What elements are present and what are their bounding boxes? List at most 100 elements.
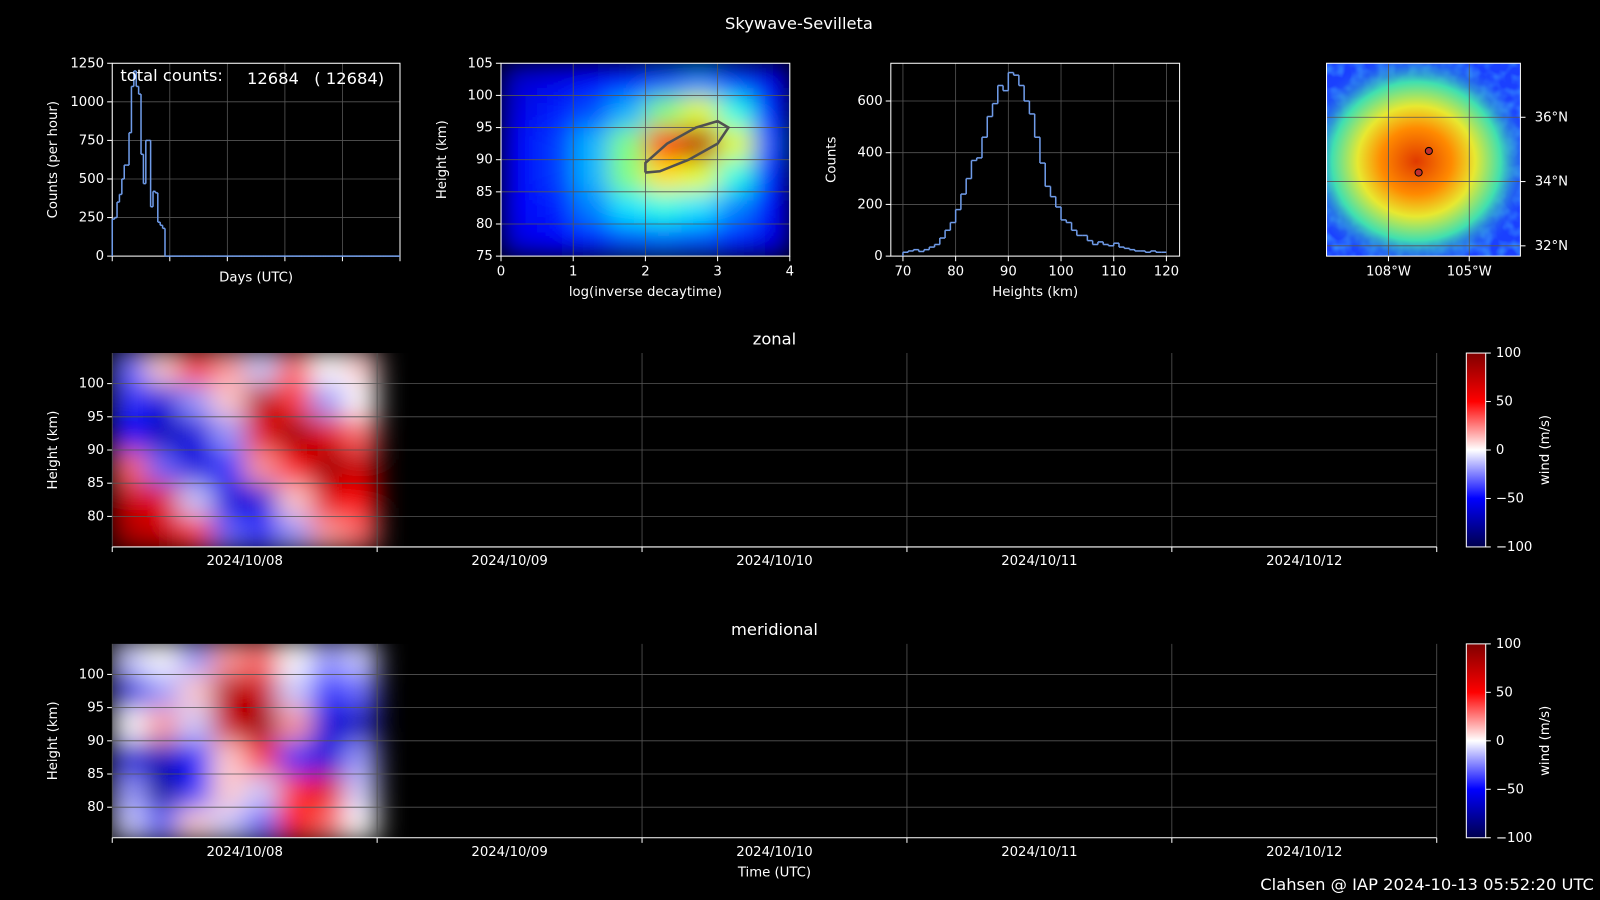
heat-cell bbox=[178, 450, 213, 484]
y-tick-label: 0 bbox=[874, 249, 882, 264]
heat-cell bbox=[609, 159, 646, 193]
heat-cell bbox=[645, 191, 683, 225]
y-tick-label: 85 bbox=[87, 767, 104, 782]
x-tick-label: 2024/10/12 bbox=[1266, 554, 1342, 569]
heat-cell bbox=[344, 643, 378, 675]
heat-cell bbox=[277, 674, 312, 709]
colorbar-tick-label: −50 bbox=[1496, 782, 1524, 797]
heat-cell bbox=[681, 159, 719, 193]
heat-cell bbox=[211, 383, 246, 418]
station bbox=[1424, 146, 1433, 156]
x-tick-label: 2024/10/09 bbox=[471, 554, 547, 569]
heat-cell bbox=[753, 63, 790, 96]
panel-title: meridional bbox=[731, 620, 818, 639]
heat-cell bbox=[310, 707, 345, 742]
x-tick-label: 108°W bbox=[1366, 264, 1411, 279]
y-tick-label: 0 bbox=[96, 249, 104, 264]
heat-cell bbox=[244, 674, 279, 709]
heat-cell bbox=[573, 95, 610, 129]
wind-cells bbox=[112, 353, 378, 547]
heat-cell bbox=[310, 516, 345, 547]
x-tick-label: 2024/10/10 bbox=[736, 845, 812, 860]
x-tick-label: 105°W bbox=[1447, 264, 1492, 279]
heat-cell bbox=[112, 807, 146, 838]
heat-cell bbox=[573, 223, 610, 257]
y-tick-label: 250 bbox=[79, 211, 104, 226]
heat-cell bbox=[145, 740, 179, 775]
heat-cell bbox=[244, 416, 279, 451]
y-axis-label: Height (km) bbox=[46, 701, 61, 780]
heat-cell bbox=[344, 450, 378, 484]
y-tick-label: 100 bbox=[79, 667, 104, 682]
y-axis-label: Height (km) bbox=[46, 411, 61, 490]
heat-cell bbox=[537, 63, 574, 96]
colorbar-label: wind (m/s) bbox=[1538, 706, 1553, 776]
heat-cell bbox=[344, 483, 378, 517]
heat-cell bbox=[211, 353, 246, 385]
heat-cell bbox=[112, 353, 146, 385]
heat-cell bbox=[112, 483, 146, 517]
heat-cell bbox=[537, 95, 574, 129]
x-tick-label: 0 bbox=[497, 264, 505, 279]
heat-cell bbox=[277, 740, 312, 775]
heat-cell bbox=[537, 159, 574, 193]
y-tick-label: 75 bbox=[476, 249, 493, 264]
axes-frame bbox=[500, 62, 791, 257]
wind-field bbox=[112, 643, 378, 838]
heat-cell bbox=[112, 707, 146, 742]
heat-cell bbox=[501, 63, 538, 96]
heat-cell bbox=[537, 223, 574, 257]
heat-cell bbox=[244, 740, 279, 775]
y-axis-label: Counts (per hour) bbox=[46, 101, 61, 218]
heat-cell bbox=[178, 516, 213, 547]
heat-cell bbox=[753, 159, 790, 193]
axes-frame bbox=[1326, 62, 1521, 257]
heat-cell bbox=[344, 707, 378, 742]
x-tick-label: 80 bbox=[947, 264, 964, 279]
heat-cell bbox=[112, 383, 146, 418]
heat-cell bbox=[211, 643, 246, 675]
annotation: total counts: bbox=[120, 66, 223, 85]
heat-cell bbox=[344, 774, 378, 808]
heat-cell bbox=[178, 807, 213, 838]
heat-cell bbox=[717, 127, 755, 161]
heat-cell bbox=[277, 707, 312, 742]
heat-cell bbox=[112, 516, 146, 547]
heatmap-cells bbox=[501, 63, 790, 257]
x-tick-label: 2024/10/12 bbox=[1266, 845, 1342, 860]
heat-cell bbox=[277, 416, 312, 451]
x-axis-label: Heights (km) bbox=[992, 285, 1078, 300]
heat-cell bbox=[645, 95, 683, 129]
heat-cell bbox=[501, 127, 538, 161]
heat-cell bbox=[112, 674, 146, 709]
heat-cell bbox=[344, 416, 378, 451]
annotation: ( 12684) bbox=[314, 69, 384, 88]
heat-cell bbox=[145, 707, 179, 742]
heat-cell bbox=[277, 383, 312, 418]
x-tick-label: 1 bbox=[569, 264, 577, 279]
heat-cell bbox=[717, 159, 755, 193]
y-tick-label: 95 bbox=[87, 701, 104, 716]
panel-title: zonal bbox=[753, 329, 796, 348]
heat-cell bbox=[211, 807, 246, 838]
y-tick-label: 500 bbox=[79, 172, 104, 187]
x-tick-label: 3 bbox=[713, 264, 721, 279]
heat-cell bbox=[277, 450, 312, 484]
colorbar-tick-label: −50 bbox=[1496, 491, 1524, 506]
heat-cell bbox=[112, 643, 146, 675]
heat-cell bbox=[211, 707, 246, 742]
y-tick-label: 36°N bbox=[1535, 110, 1568, 125]
heat-cell bbox=[178, 353, 213, 385]
heat-cell bbox=[178, 707, 213, 742]
y-tick-label: 32°N bbox=[1535, 239, 1568, 254]
heat-cell bbox=[112, 740, 146, 775]
heat-cell bbox=[573, 159, 610, 193]
heat-cell bbox=[310, 643, 345, 675]
step-risers bbox=[902, 72, 1157, 257]
heat-cell bbox=[717, 223, 755, 257]
heat-cell bbox=[277, 643, 312, 675]
y-tick-label: 100 bbox=[79, 377, 104, 392]
heat-cell bbox=[681, 63, 719, 96]
footer: Clahsen @ IAP 2024-10-13 05:52:20 UTC bbox=[1260, 875, 1594, 894]
heat-cell bbox=[537, 191, 574, 225]
